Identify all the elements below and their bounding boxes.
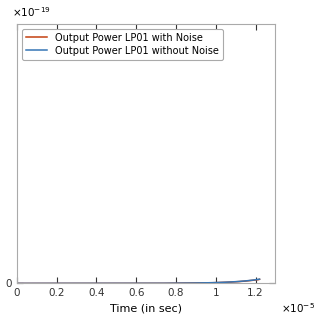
- Output Power LP01 with Noise: [15, 282, 19, 285]
- Output Power LP01 with Noise: [28, 282, 31, 285]
- Legend: Output Power LP01 with Noise, Output Power LP01 without Noise: Output Power LP01 with Noise, Output Pow…: [22, 29, 223, 60]
- Text: $\times 10^{-5}$: $\times 10^{-5}$: [281, 301, 315, 315]
- Text: $\times 10^{-19}$: $\times 10^{-19}$: [12, 5, 51, 19]
- Output Power LP01 without Noise: [28, 282, 31, 285]
- Output Power LP01 without Noise: [126, 282, 130, 285]
- Output Power LP01 without Noise: [15, 282, 19, 285]
- Output Power LP01 without Noise: [133, 281, 137, 285]
- Line: Output Power LP01 without Noise: Output Power LP01 without Noise: [17, 279, 260, 284]
- Output Power LP01 with Noise: [251, 278, 254, 282]
- Line: Output Power LP01 with Noise: Output Power LP01 with Noise: [17, 279, 260, 284]
- Output Power LP01 with Noise: [251, 278, 254, 282]
- Output Power LP01 without Noise: [206, 281, 210, 285]
- Output Power LP01 with Noise: [258, 277, 261, 281]
- Output Power LP01 without Noise: [251, 278, 254, 282]
- Output Power LP01 with Noise: [206, 281, 210, 285]
- Output Power LP01 with Noise: [126, 282, 130, 285]
- Output Power LP01 without Noise: [258, 277, 261, 281]
- Output Power LP01 with Noise: [133, 282, 137, 285]
- Output Power LP01 without Noise: [251, 278, 254, 282]
- X-axis label: Time (in sec): Time (in sec): [110, 304, 182, 314]
